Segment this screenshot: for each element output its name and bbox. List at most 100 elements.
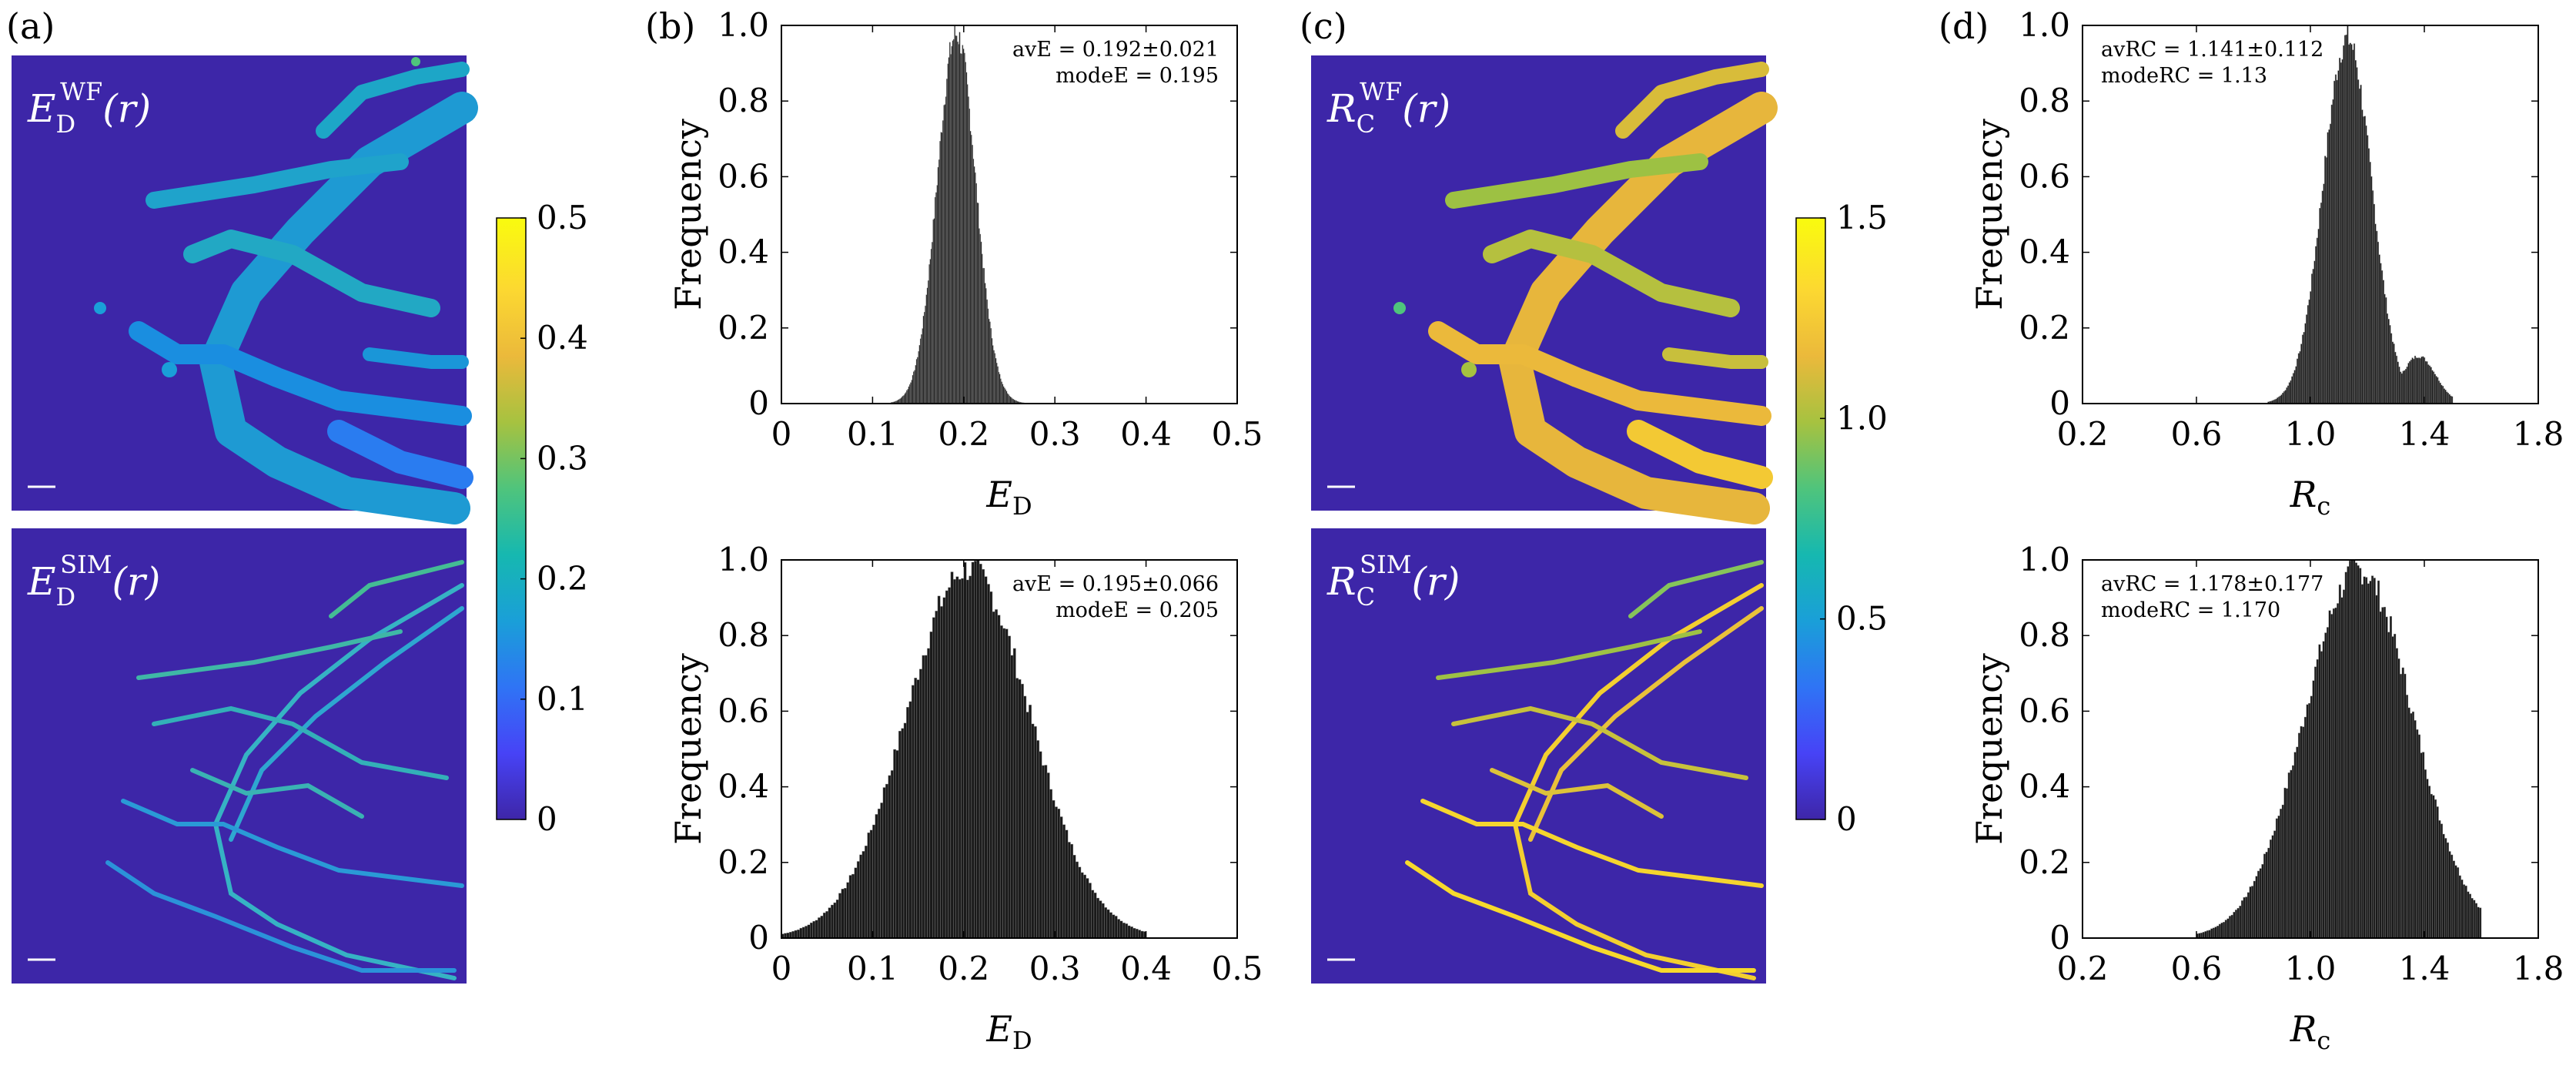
histogram-bar xyxy=(2380,263,2382,404)
histogram-bar xyxy=(922,655,925,939)
histogram-bar xyxy=(2442,386,2444,404)
histogram-bar xyxy=(859,854,863,939)
histogram-bar xyxy=(2277,816,2280,939)
histogram-bar xyxy=(822,912,826,939)
histogram-bar xyxy=(2404,370,2406,404)
histogram-bar xyxy=(2407,363,2410,404)
histogram-bar xyxy=(2442,833,2445,939)
histogram-bar xyxy=(2303,716,2307,939)
histogram-bar xyxy=(2253,880,2256,939)
colorbar-gradient xyxy=(1795,217,1826,820)
histogram-bar xyxy=(1138,930,1142,939)
histogram-bar xyxy=(2373,203,2375,404)
histogram-bar xyxy=(2385,297,2387,404)
histogram-bar xyxy=(2383,606,2386,939)
histogram-bar xyxy=(2354,60,2357,404)
histogram-bar xyxy=(2362,116,2365,404)
structure-c-top xyxy=(1393,62,1778,524)
histogram-bar xyxy=(2420,357,2423,404)
histogram-bar xyxy=(2418,357,2420,404)
x-axis-label-symbol: R xyxy=(2290,1008,2317,1050)
histogram-bar xyxy=(2350,559,2354,939)
histogram-bar xyxy=(2450,395,2452,404)
histogram-bar xyxy=(2437,377,2439,404)
histogram-bar xyxy=(2369,581,2372,939)
histogram-bar xyxy=(2322,641,2325,939)
histogram-bar xyxy=(2357,79,2360,404)
y-tick-label: 1.0 xyxy=(2019,6,2070,44)
histogram-bar xyxy=(1140,930,1144,939)
histogram-bar xyxy=(2306,704,2309,939)
histogram-bar xyxy=(2371,575,2374,939)
histogram-bar xyxy=(2306,314,2308,404)
histogram-bar xyxy=(833,902,837,939)
histogram-bar xyxy=(1119,920,1123,939)
histogram-bar xyxy=(2214,927,2217,939)
histogram-bar xyxy=(865,846,868,939)
histogram-bar xyxy=(820,916,824,939)
histogram-bar xyxy=(2393,343,2395,404)
histogram-bar xyxy=(1078,866,1082,939)
histogram-bar xyxy=(2345,34,2347,404)
histogram-bar xyxy=(1029,705,1032,939)
y-tick-label: 0.4 xyxy=(718,233,769,271)
histogram-bar xyxy=(2381,270,2384,404)
plot-d-top: 0.2 0.6 1.0 1.4 1.800.20.40.60.81.0Frequency… xyxy=(1969,6,2564,521)
histogram-bar xyxy=(2317,229,2320,404)
histogram-bar xyxy=(2433,371,2435,404)
histogram-bar xyxy=(2369,162,2371,404)
histogram-bar xyxy=(2446,391,2448,404)
histogram-bar xyxy=(2350,44,2353,404)
histogram-bar xyxy=(2297,732,2300,939)
histogram-bar xyxy=(2243,896,2246,939)
histogram-bar xyxy=(2340,597,2343,939)
label-c-top: RCWF(r) xyxy=(1326,77,1450,139)
histogram-bar xyxy=(2261,863,2264,939)
histogram-bar xyxy=(2406,695,2409,939)
histogram-bar xyxy=(2407,707,2410,939)
histogram-bar xyxy=(2468,893,2471,939)
histogram-bar xyxy=(2411,357,2414,404)
histogram-bar xyxy=(2424,360,2427,404)
histogram-bar xyxy=(2318,644,2321,939)
histogram-bar xyxy=(987,584,990,939)
histogram-bar xyxy=(1036,740,1040,939)
histogram-bar xyxy=(2428,786,2431,939)
histogram-bar xyxy=(2354,562,2357,939)
histogram-bar xyxy=(846,882,850,939)
histogram-bar xyxy=(2416,729,2419,939)
histogram-bar xyxy=(971,561,975,939)
histogram-bar xyxy=(2419,357,2421,404)
x-tick-label: 1.4 xyxy=(2399,415,2451,453)
histogram-bar xyxy=(2376,230,2378,404)
histogram-bar xyxy=(2202,932,2205,939)
histogram-bar xyxy=(1135,928,1139,939)
histogram-bar xyxy=(861,851,865,939)
y-tick-label: 0.2 xyxy=(718,843,769,881)
y-tick-label: 0.8 xyxy=(718,82,769,119)
histogram-bar xyxy=(963,561,967,939)
histogram-bar xyxy=(2359,568,2362,939)
annotation-line: avE = 0.192±0.021 xyxy=(1012,38,1219,62)
histogram-bar xyxy=(799,927,803,939)
histogram-bar xyxy=(2303,332,2305,404)
histogram-bar xyxy=(786,933,790,939)
x-tick-label: 0.5 xyxy=(1212,950,1263,987)
plot-b-top: 0 0.1 0.2 0.3 0.4 0.5 0 0.2 0.4 0.6 0.8 1.0 Frequenc… xyxy=(667,6,1263,521)
histogram-bar xyxy=(2401,667,2404,939)
histogram-bar xyxy=(2400,673,2403,939)
x-axis-label-symbol: E xyxy=(985,1008,1012,1050)
x-tick-label: 0.6 xyxy=(2171,950,2223,987)
histogram-bar xyxy=(835,900,839,939)
histogram-bar xyxy=(1099,900,1102,939)
panel-label-a: (a) xyxy=(6,5,55,47)
histogram-bar xyxy=(2286,788,2289,939)
histogram-bar xyxy=(2284,390,2287,404)
histogram-bar xyxy=(2448,394,2451,404)
histogram-bar xyxy=(2400,371,2402,404)
histogram-bar xyxy=(2394,351,2397,404)
histogram-bar xyxy=(2461,880,2464,939)
histogram-bar xyxy=(2310,695,2313,939)
histogram-bar xyxy=(2374,223,2377,404)
histogram-bar xyxy=(2208,930,2211,939)
